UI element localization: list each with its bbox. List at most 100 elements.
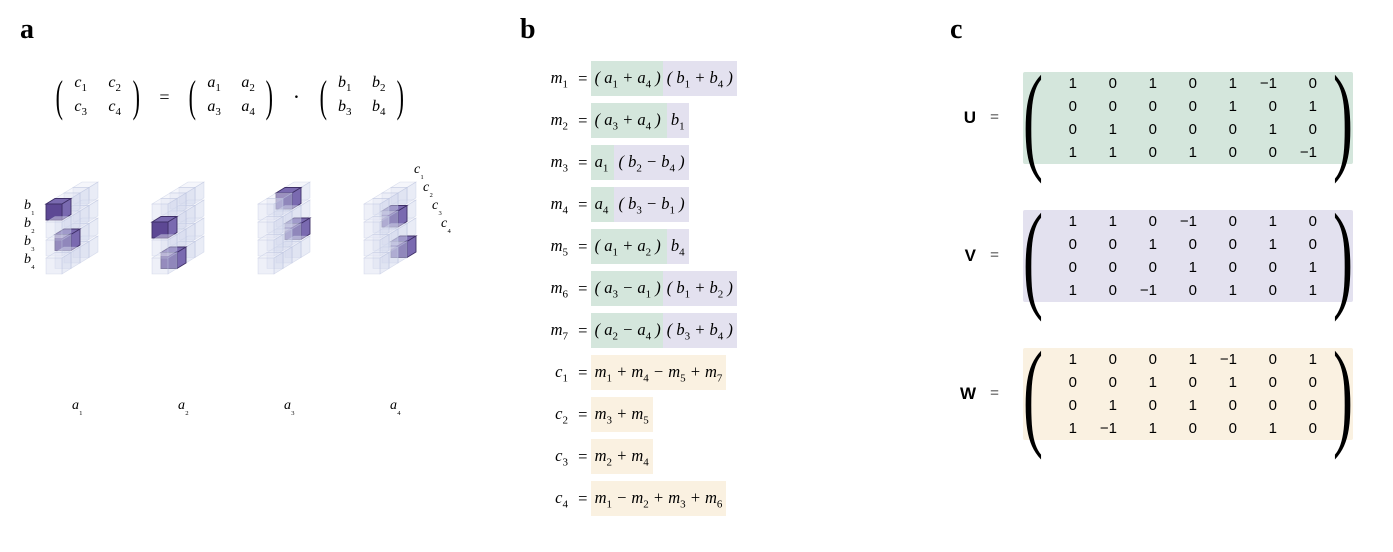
matrix-value: 1 (1099, 144, 1117, 161)
matrix-value: 1 (1179, 144, 1197, 161)
matrix-value: 0 (1139, 259, 1157, 276)
equation-lhs: c2 (524, 404, 568, 426)
equation-term: a4 (591, 187, 617, 222)
matrix-cell: a2 (238, 74, 258, 96)
matrix-value: 0 (1179, 121, 1197, 138)
matrix-value: 1 (1259, 213, 1277, 230)
matrix-value: 0 (1179, 98, 1197, 115)
equation-term: b4 (667, 229, 689, 264)
matrix-2x2: (a1a2a3a4) (185, 74, 276, 120)
tensor-slice (40, 174, 136, 434)
matrix-value: 0 (1219, 420, 1237, 437)
matrix-value: 0 (1299, 121, 1317, 138)
matrix-name: V (954, 246, 976, 266)
equation-row: c4 = m1 − m2 + m3 + m6 (524, 478, 894, 520)
equation-lhs: c1 (524, 362, 568, 384)
axis-label-b: b₃ (24, 234, 35, 252)
matrix-value: 0 (1099, 351, 1117, 368)
matrix-value: 1 (1299, 351, 1317, 368)
equation-list: m1 = ( a1 + a4 )( b1 + b4 )m2 = ( a3 + a… (524, 58, 894, 520)
matrix-value: 0 (1299, 374, 1317, 391)
matrix-value: −1 (1299, 144, 1317, 161)
matrix-value: 1 (1179, 351, 1197, 368)
matrix-value: 0 (1299, 236, 1317, 253)
equation-term: m3 + m5 (591, 397, 653, 432)
equation-lhs: m3 (524, 152, 568, 174)
tensor-slice (146, 174, 242, 434)
equation-lhs: m6 (524, 278, 568, 300)
matrix-value: 0 (1219, 236, 1237, 253)
matrix-cell: a4 (238, 98, 258, 120)
matrix-value: 1 (1059, 420, 1077, 437)
matrix-value: 1 (1059, 213, 1077, 230)
matrix-value: 1 (1179, 259, 1197, 276)
matrix-cell: c2 (105, 74, 125, 96)
matrix-value: 0 (1099, 98, 1117, 115)
matrix-list: U = (10101−1000001010100010110100−1)V = … (954, 66, 1393, 446)
matrix-value: 0 (1219, 144, 1237, 161)
matrix-value: 0 (1219, 121, 1237, 138)
equation-lhs: c3 (524, 446, 568, 468)
matrix-value: 1 (1219, 374, 1237, 391)
matrix-value: 0 (1299, 213, 1317, 230)
matrix-value: −1 (1219, 351, 1237, 368)
equation-lhs: m7 (524, 320, 568, 342)
equation-row: c2 = m3 + m5 (524, 394, 894, 436)
matrix-value: 0 (1099, 75, 1117, 92)
matrix-cell: b2 (369, 74, 389, 96)
equation-term: b1 (667, 103, 689, 138)
matrix-value: 1 (1059, 144, 1077, 161)
matrix-value: 0 (1219, 259, 1237, 276)
equation-term: m2 + m4 (591, 439, 653, 474)
matrix-value: 0 (1059, 259, 1077, 276)
matrix-W: W = (1001−101001010001010001−110010) (954, 342, 1393, 446)
matrix-value: 1 (1299, 98, 1317, 115)
equation-row: c3 = m2 + m4 (524, 436, 894, 478)
matrix-name: U (954, 108, 976, 128)
matrix-cell: c3 (71, 98, 91, 120)
matrix-value: 0 (1299, 397, 1317, 414)
equation-row: m6 = ( a3 − a1 )( b1 + b2 ) (524, 268, 894, 310)
tensor-diagram: b₁b₂b₃b₄c₁c₂c₃c₄a₁a₂a₃a₄ (24, 146, 464, 456)
matrix-value: 0 (1219, 397, 1237, 414)
matrix-value: 0 (1219, 213, 1237, 230)
tensor-slice (358, 174, 454, 434)
matrix-value: 0 (1179, 420, 1197, 437)
equation-row: m1 = ( a1 + a4 )( b1 + b4 ) (524, 58, 894, 100)
equals-sign: = (159, 87, 169, 108)
matrix-value: 0 (1099, 236, 1117, 253)
equation-lhs: m5 (524, 236, 568, 258)
equation-row: m2 = ( a3 + a4 ) b1 (524, 100, 894, 142)
equation-term: ( b3 − b1 ) (614, 187, 688, 222)
matrix-value: 1 (1259, 236, 1277, 253)
matrix-value: 0 (1259, 282, 1277, 299)
matrix-value: 1 (1099, 121, 1117, 138)
matrix-V: V = (110−10100010010000100110−10101) (954, 204, 1393, 308)
matrix-value: 0 (1179, 282, 1197, 299)
matrix-value: 1 (1219, 282, 1237, 299)
matrix-value: 1 (1059, 75, 1077, 92)
matrix-value: 0 (1099, 259, 1117, 276)
matrix-value: 0 (1299, 75, 1317, 92)
matrix-value: 1 (1299, 259, 1317, 276)
matrix-value: 0 (1059, 374, 1077, 391)
matrix-value: 1 (1059, 282, 1077, 299)
matrix-value: 1 (1139, 420, 1157, 437)
panel-b: b m1 = ( a1 + a4 )( b1 + b4 )m2 = ( a3 +… (524, 18, 894, 534)
panel-label-a: a (20, 14, 34, 46)
axis-label-b: b₂ (24, 216, 35, 234)
equation-term: ( b1 + b4 ) (663, 61, 737, 96)
matrix-value: 0 (1259, 374, 1277, 391)
equation-lhs: m2 (524, 110, 568, 132)
equation-lhs: c4 (524, 488, 568, 510)
equation-term: a1 (591, 145, 617, 180)
matrix-cell: c4 (105, 98, 125, 120)
equation-term: ( a1 + a2 ) (591, 229, 669, 264)
matrix-value: 1 (1219, 98, 1237, 115)
matrix-value: 1 (1139, 236, 1157, 253)
matrix-2x2: (b1b2b3b4) (316, 74, 407, 120)
matrix-value: −1 (1179, 213, 1197, 230)
equation-row: m5 = ( a1 + a2 ) b4 (524, 226, 894, 268)
equation-term: ( b2 − b4 ) (614, 145, 688, 180)
equation-term: ( b3 + b4 ) (663, 313, 737, 348)
